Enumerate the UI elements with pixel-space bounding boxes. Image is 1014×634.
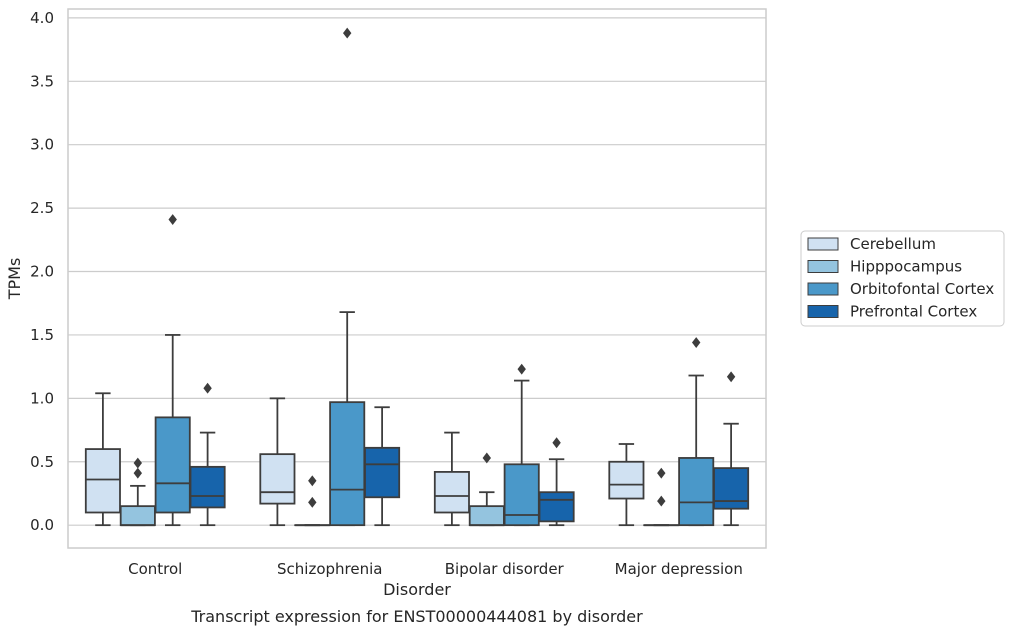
y-tick-label: 0.0 (30, 516, 54, 534)
box-prefrontal-cortex-schizophrenia (364, 406, 401, 527)
box-iqr (259, 453, 296, 505)
box-orbitofontal-cortex-major-depression (678, 337, 715, 527)
outlier-point (168, 214, 177, 225)
outlier-point (726, 371, 736, 383)
box-prefrontal-cortex-bipolar-disorder (538, 437, 575, 527)
figure-caption: Transcript expression for ENST0000044408… (190, 607, 643, 626)
y-tick-label: 2.5 (30, 199, 54, 217)
box-iqr (364, 446, 401, 499)
y-axis-ticks: 0.0 0.5 1.0 1.5 2.0 2.5 3.0 3.5 4.0 (30, 9, 54, 534)
boxes (84, 27, 750, 527)
box-orbitofontal-cortex-bipolar-disorder (503, 363, 540, 527)
x-tick-label: Bipolar disorder (445, 560, 565, 578)
outlier-point (308, 475, 317, 487)
y-tick-label: 0.5 (30, 453, 54, 471)
box-iqr (503, 463, 540, 527)
box-prefrontal-cortex-major-depression (713, 371, 750, 527)
legend-swatch (807, 260, 839, 273)
legend-label: Hipppocampus (850, 258, 962, 276)
box-cerebellum-control (84, 392, 121, 527)
box-hipppocampus-major-depression (643, 467, 680, 527)
outlier-point (657, 467, 666, 479)
legend-label: Cerebellum (850, 235, 936, 253)
box-prefrontal-cortex-control (189, 382, 226, 527)
y-tick-label: 1.5 (30, 326, 54, 344)
x-tick-label: Major depression (615, 560, 743, 578)
x-tick-label: Control (128, 560, 182, 578)
x-axis-label: Disorder (383, 580, 451, 599)
box-orbitofontal-cortex-schizophrenia (329, 27, 366, 527)
box-iqr (84, 448, 121, 514)
x-axis-ticks: Control Schizophrenia Bipolar disorder Majo… (128, 560, 743, 578)
y-tick-label: 4.0 (30, 9, 54, 27)
box-iqr (433, 471, 470, 514)
box-iqr (538, 491, 575, 523)
legend: Cerebellum Hipppocampus Orbitofontal Corte… (800, 230, 1005, 327)
outlier-point (308, 496, 317, 508)
outlier-point (517, 363, 526, 375)
box-cerebellum-major-depression (608, 443, 645, 527)
box-iqr (329, 401, 366, 527)
plot-area-frame (67, 8, 767, 549)
box-orbitofontal-cortex-control (154, 214, 191, 527)
box-iqr (119, 505, 156, 527)
y-tick-label: 2.0 (30, 263, 54, 281)
box-iqr (713, 467, 750, 510)
outlier-point (203, 382, 212, 394)
box-iqr (678, 457, 715, 527)
box-cerebellum-schizophrenia (259, 397, 296, 527)
legend-label: Prefrontal Cortex (850, 303, 977, 321)
box-iqr (154, 416, 191, 514)
legend-swatch (807, 305, 839, 318)
outlier-point (692, 337, 701, 349)
legend-frame (800, 230, 1005, 327)
legend-swatch (807, 282, 839, 296)
grid-lines (68, 17, 766, 526)
box-cerebellum-bipolar-disorder (433, 431, 470, 527)
y-tick-label: 1.0 (30, 389, 54, 407)
box-hipppocampus-bipolar-disorder (468, 452, 505, 527)
outlier-point (482, 452, 491, 464)
outlier-point (552, 437, 561, 449)
outlier-point (343, 27, 352, 39)
y-axis-label: TPMs (5, 258, 24, 301)
outlier-point (133, 467, 142, 479)
legend-swatch (807, 237, 839, 251)
box-hipppocampus-schizophrenia (294, 475, 331, 527)
box-hipppocampus-control (119, 457, 156, 527)
x-tick-label: Schizophrenia (277, 560, 382, 578)
outlier-point (133, 457, 142, 469)
box-iqr (189, 465, 226, 509)
y-tick-label: 3.0 (30, 136, 54, 154)
box-iqr (608, 460, 645, 500)
legend-label: Orbitofontal Cortex (850, 280, 994, 298)
box-iqr (468, 505, 505, 527)
outlier-point (657, 495, 666, 507)
y-tick-label: 3.5 (30, 72, 54, 90)
